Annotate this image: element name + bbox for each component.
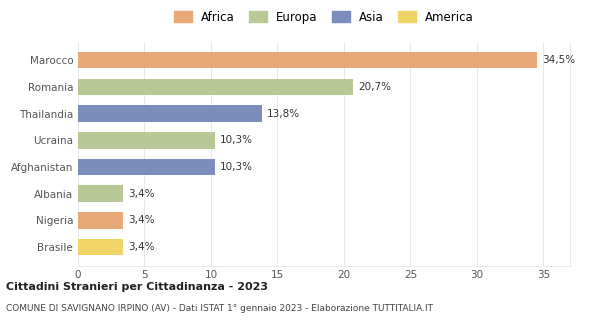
Bar (78, 185, 123, 202)
Text: 10,3%: 10,3% (220, 162, 253, 172)
Bar (78, 52, 537, 68)
Text: 3,4%: 3,4% (128, 215, 155, 225)
Text: Cittadini Stranieri per Cittadinanza - 2023: Cittadini Stranieri per Cittadinanza - 2… (6, 282, 268, 292)
Text: 13,8%: 13,8% (267, 108, 300, 118)
Bar (78, 132, 215, 148)
Text: 3,4%: 3,4% (128, 242, 155, 252)
Text: 20,7%: 20,7% (359, 82, 392, 92)
Bar (78, 105, 262, 122)
Text: 10,3%: 10,3% (220, 135, 253, 145)
Legend: Africa, Europa, Asia, America: Africa, Europa, Asia, America (170, 7, 478, 27)
Text: 3,4%: 3,4% (128, 189, 155, 199)
Text: COMUNE DI SAVIGNANO IRPINO (AV) - Dati ISTAT 1° gennaio 2023 - Elaborazione TUTT: COMUNE DI SAVIGNANO IRPINO (AV) - Dati I… (6, 304, 433, 313)
Bar (78, 212, 123, 229)
Bar (78, 239, 123, 255)
Bar (78, 78, 353, 95)
Text: 34,5%: 34,5% (542, 55, 575, 65)
Bar (78, 159, 215, 175)
